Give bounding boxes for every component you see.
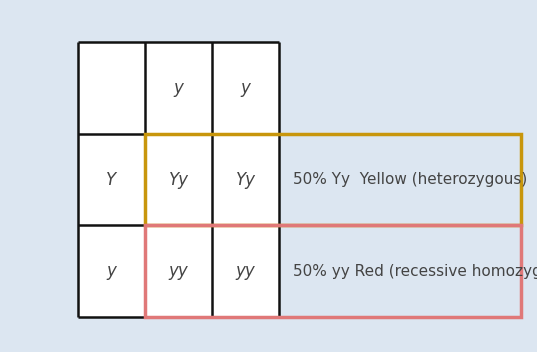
Bar (145, 225, 521, 317)
Text: Yy: Yy (236, 170, 256, 189)
Text: yy: yy (236, 262, 256, 280)
Bar (145, 134, 212, 225)
Bar (145, 42, 212, 134)
Text: y: y (106, 262, 117, 280)
Bar (78, 134, 145, 225)
Bar (145, 225, 212, 317)
Text: y: y (173, 79, 184, 97)
Text: 50% Yy  Yellow (heterozygous): 50% Yy Yellow (heterozygous) (293, 172, 527, 187)
Text: Y: Y (106, 170, 117, 189)
Text: yy: yy (169, 262, 188, 280)
Bar (78, 225, 145, 317)
Bar (145, 134, 521, 225)
Bar (212, 42, 279, 134)
Bar (78, 42, 145, 134)
Bar (212, 225, 279, 317)
Text: 50% yy Red (recessive homozygous): 50% yy Red (recessive homozygous) (293, 264, 537, 278)
Text: Yy: Yy (169, 170, 188, 189)
Text: y: y (241, 79, 251, 97)
Bar (212, 134, 279, 225)
